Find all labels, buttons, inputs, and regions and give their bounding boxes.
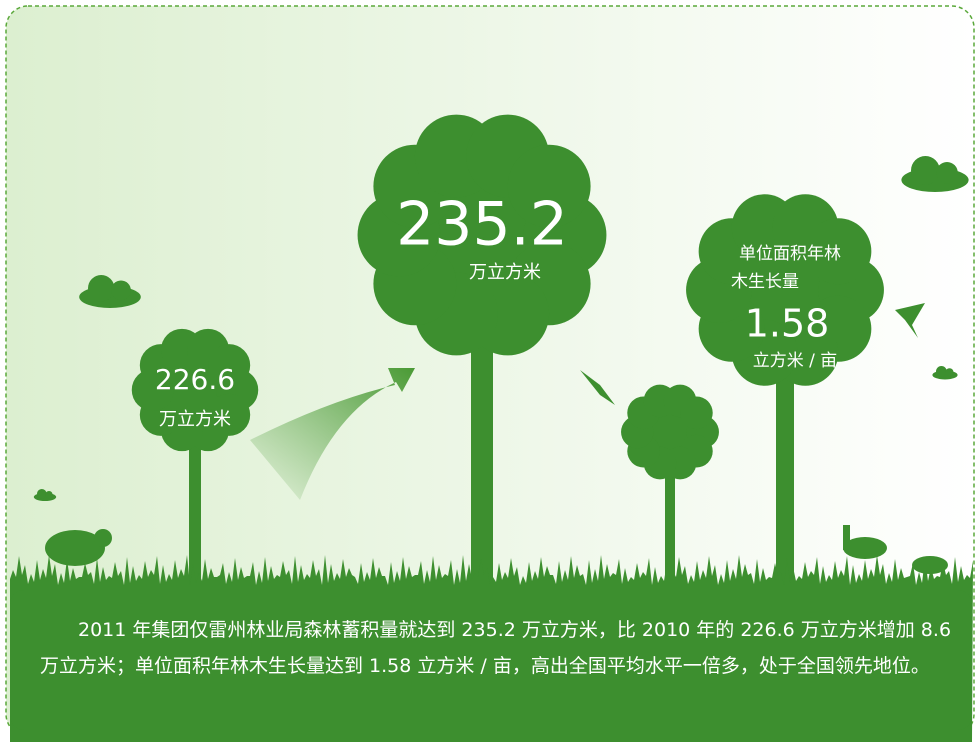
tree-label: 木生长量 bbox=[731, 272, 799, 292]
shape bbox=[843, 525, 850, 550]
shape bbox=[936, 162, 958, 184]
shape bbox=[912, 556, 948, 574]
shape bbox=[94, 529, 112, 547]
shape bbox=[45, 491, 52, 498]
tree-value: 226.6 bbox=[155, 363, 235, 396]
shape bbox=[471, 320, 493, 600]
tree-label: 单位面积年林 bbox=[739, 244, 841, 264]
shape bbox=[911, 156, 940, 185]
tree-unit: 万立方米 bbox=[159, 409, 231, 430]
description: 2011 年集团仅雷州林业局森林蓄积量就达到 235.2 万立方米，比 2010… bbox=[40, 612, 965, 684]
shape bbox=[88, 275, 114, 301]
shape bbox=[680, 396, 713, 429]
tree-unit: 万立方米 bbox=[469, 262, 541, 283]
infographic: 226.6 万立方米 235.2 万立方米 单位面积年林 木生长量 1.58 立… bbox=[0, 0, 980, 742]
shape bbox=[111, 281, 131, 301]
tree-value: 1.58 bbox=[745, 302, 830, 346]
shape bbox=[936, 366, 947, 377]
shape bbox=[945, 368, 953, 376]
tree-unit: 立方米 / 亩 bbox=[753, 351, 838, 371]
shape bbox=[776, 350, 794, 600]
shape bbox=[37, 489, 47, 499]
tree-value: 235.2 bbox=[396, 190, 568, 260]
